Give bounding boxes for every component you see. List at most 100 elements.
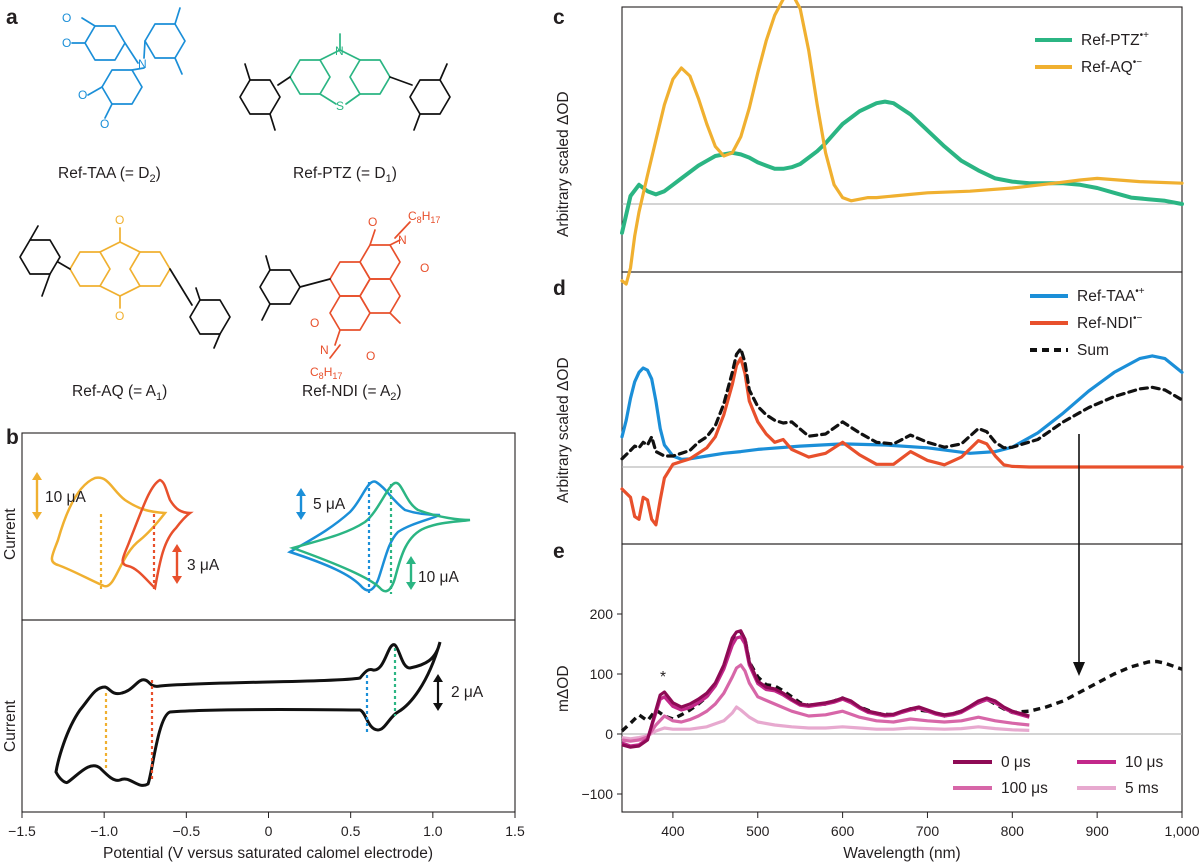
connecting-arrow xyxy=(1073,434,1085,676)
x-tick-label: 0.5 xyxy=(341,823,361,839)
x-tick-label: 0 xyxy=(265,823,273,839)
y-tick-label: 100 xyxy=(590,666,614,682)
legend-sum: Sum xyxy=(1077,342,1109,359)
panel-c-letter: c xyxy=(553,6,565,29)
series-line-100-s xyxy=(621,663,1030,743)
panel-b-x-axis: −1.5 −1.0 −0.5 0 0.5 1.0 1.5 xyxy=(8,812,525,839)
panel-d-ylabel: Arbitrary scaled ΔOD xyxy=(555,357,572,503)
panel-e-ylabel: mΔOD xyxy=(555,665,572,712)
series-line-sum xyxy=(620,347,1184,461)
scale-bar-ndi: 3 μA xyxy=(172,544,220,584)
label-ref-ndi: Ref-NDI (= A2) xyxy=(302,383,402,403)
x-tick-label: −1.0 xyxy=(90,823,118,839)
cv-dotted-lines-bottom xyxy=(104,648,397,782)
scale-bar-ptz: 10 μA xyxy=(406,556,459,590)
x-tick-label: −1.5 xyxy=(8,823,36,839)
legend-0us: 0 μs xyxy=(1001,754,1031,771)
cv-dotted-lines-top xyxy=(99,482,393,594)
scale-bar-combined: 2 μA xyxy=(433,674,484,711)
legend-5ms: 5 ms xyxy=(1125,780,1159,797)
x-tick-label: 1.0 xyxy=(423,823,443,839)
label-ref-aq: Ref-AQ (= A1) xyxy=(72,383,167,403)
legend-10us: 10 μs xyxy=(1125,754,1163,771)
panel-b-bottom-frame xyxy=(21,619,516,813)
scale-bar-combined-label: 2 μA xyxy=(451,684,484,701)
series-line-sum xyxy=(620,630,1183,733)
cv-ref-aq xyxy=(50,476,168,588)
series-line-ref-ndi- xyxy=(620,356,1184,527)
panel-b-bottom-ylabel: Current xyxy=(2,700,19,752)
panel-e-xlabel: Wavelength (nm) xyxy=(843,845,960,862)
ndi-o-atom-2: O xyxy=(420,261,429,275)
cv-ref-ptz xyxy=(288,481,471,593)
cv-curves-top xyxy=(50,476,471,593)
scale-bar-taa-label: 5 μA xyxy=(313,496,346,513)
taa-o-atom-1: O xyxy=(62,11,71,25)
ptz-n-atom: N xyxy=(335,44,344,58)
panel-b-top-ylabel: Current xyxy=(2,508,19,560)
legend-ref-aq: Ref-AQ•− xyxy=(1081,57,1142,76)
panel-e-series xyxy=(620,629,1183,749)
x-tick-label: 1.5 xyxy=(505,823,525,839)
panel-d-legend: Ref-TAA•+ Ref-NDI•− Sum xyxy=(1030,286,1145,359)
x-tick-label: 900 xyxy=(1085,823,1109,839)
molecule-ref-ndi xyxy=(259,221,411,359)
x-tick-label: 800 xyxy=(1001,823,1025,839)
panel-c-legend: Ref-PTZ•+ Ref-AQ•− xyxy=(1035,30,1149,76)
taa-n-atom: N xyxy=(138,57,147,71)
cv-ref-ndi xyxy=(121,478,194,591)
y-tick-label: 0 xyxy=(605,726,613,742)
panel-a-letter: a xyxy=(6,6,18,29)
panel-c-series xyxy=(620,0,1184,286)
taa-o-atom-2: O xyxy=(62,36,71,50)
x-tick-label: 1,000 xyxy=(1164,823,1199,839)
label-ref-ptz: Ref-PTZ (= D1) xyxy=(293,165,397,185)
scale-bar-aq-label: 10 μA xyxy=(45,489,86,506)
ptz-s-atom: S xyxy=(336,99,344,113)
panel-e-legend: 0 μs 10 μs 100 μs 5 ms xyxy=(953,754,1163,797)
molecule-ref-aq xyxy=(19,225,231,349)
series-line-0-s xyxy=(621,629,1030,749)
series-line-ref-taa- xyxy=(620,354,1184,461)
ndi-o-atom-3: O xyxy=(310,316,319,330)
panel-d-frame xyxy=(621,271,1183,545)
label-ref-taa: Ref-TAA (= D2) xyxy=(58,165,161,185)
cv-ref-taa xyxy=(287,480,441,592)
ndi-alkyl-1: C8H17 xyxy=(408,209,440,225)
panel-e-frame xyxy=(621,543,1183,813)
scale-bar-ndi-label: 3 μA xyxy=(187,557,220,574)
x-tick-label: 500 xyxy=(746,823,770,839)
scale-bar-taa: 5 μA xyxy=(296,488,346,520)
molecule-ref-taa xyxy=(71,7,186,119)
x-tick-label: −0.5 xyxy=(173,823,201,839)
ndi-n-atom-2: N xyxy=(320,343,329,357)
aq-o-atom-2: O xyxy=(115,309,124,323)
taa-o-atom-3: O xyxy=(78,88,87,102)
series-line-ref-aq- xyxy=(620,0,1184,286)
panel-c-ylabel: Arbitrary scaled ΔOD xyxy=(555,91,572,237)
legend-ref-taa: Ref-TAA•+ xyxy=(1077,286,1145,305)
panel-d-series xyxy=(620,347,1184,527)
ndi-alkyl-2: C8H17 xyxy=(310,365,342,381)
scale-bar-aq: 10 μA xyxy=(32,472,86,520)
x-tick-label: 700 xyxy=(916,823,940,839)
panel-e-axes: −100 0 100 200 400 500 600 700 800 900 1,000 xyxy=(581,606,1199,839)
ndi-n-atom-1: N xyxy=(398,233,407,247)
taa-o-atom-4: O xyxy=(100,117,109,131)
panel-b-top-frame xyxy=(21,432,516,621)
scale-bar-ptz-label: 10 μA xyxy=(418,569,459,586)
aq-o-atom-1: O xyxy=(115,213,124,227)
panel-e-letter: e xyxy=(553,540,565,563)
y-tick-label: −100 xyxy=(581,786,613,802)
panel-b-letter: b xyxy=(6,426,19,449)
ndi-o-atom-4: O xyxy=(366,349,375,363)
cv-combined-curve xyxy=(54,641,442,787)
x-tick-label: 600 xyxy=(831,823,855,839)
x-tick-label: 400 xyxy=(661,823,685,839)
legend-ref-ptz: Ref-PTZ•+ xyxy=(1081,30,1149,49)
legend-ref-ndi: Ref-NDI•− xyxy=(1077,313,1142,332)
legend-100us: 100 μs xyxy=(1001,780,1048,797)
y-tick-label: 200 xyxy=(590,606,614,622)
molecule-ref-ptz xyxy=(239,33,451,131)
asterisk-annotation: * xyxy=(660,669,666,686)
